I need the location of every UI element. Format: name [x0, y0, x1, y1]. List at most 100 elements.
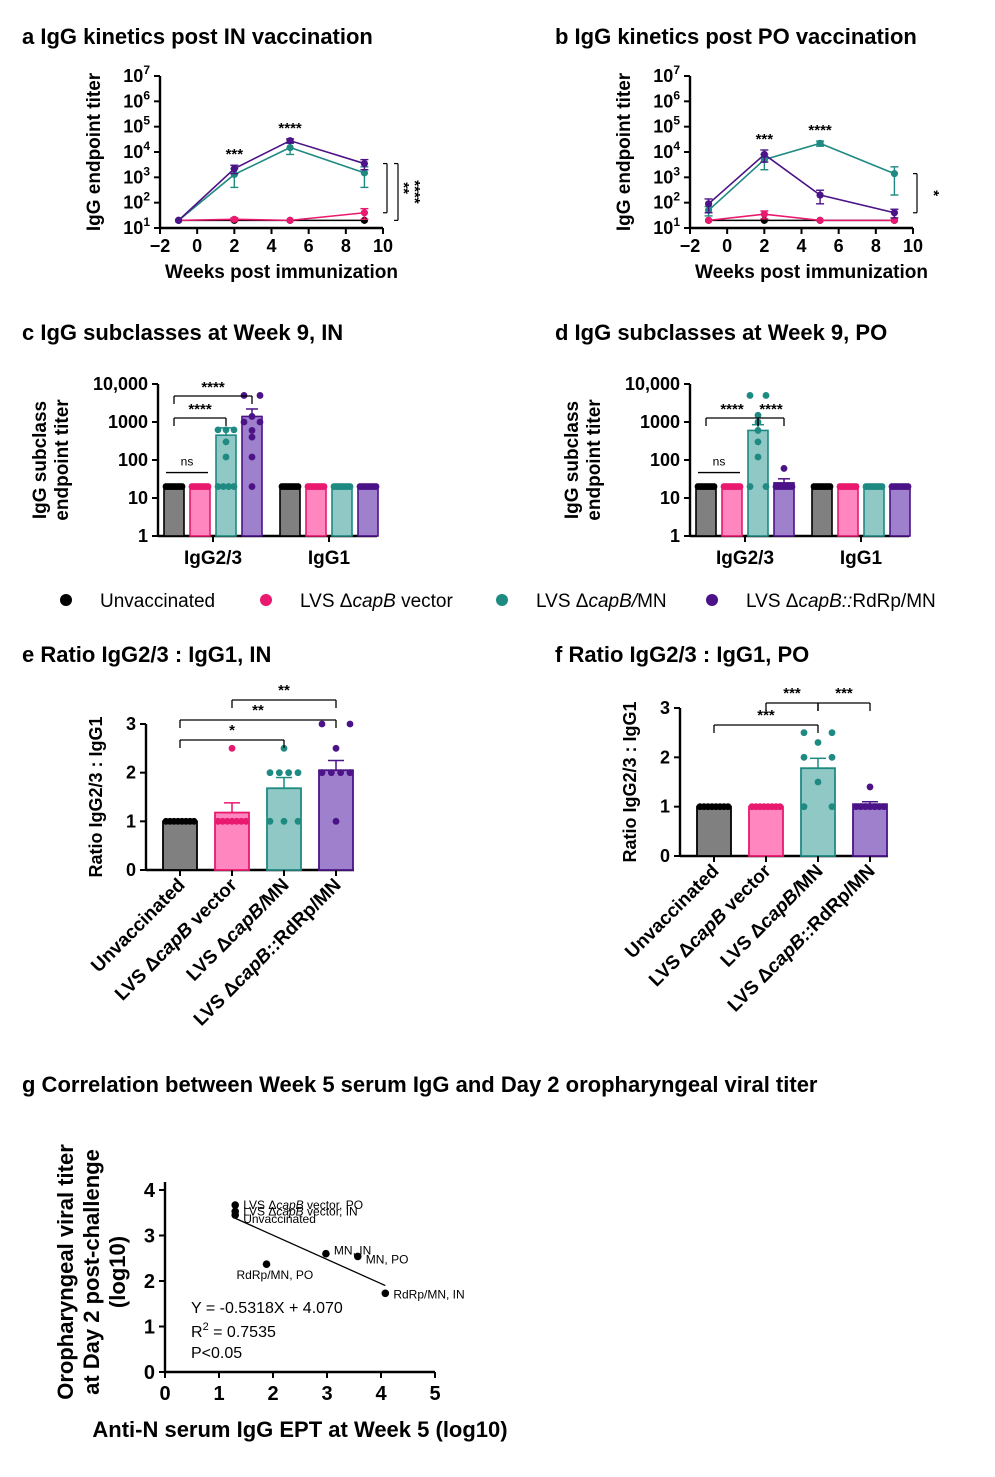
bracket-label: ****: [406, 180, 423, 204]
y-tick-label: 0: [144, 1362, 155, 1384]
point-label-part: MN, PO: [366, 1252, 409, 1266]
y-tick-label: 104: [653, 139, 680, 162]
point-rdrp: [248, 483, 256, 490]
data-point-rdrp: [230, 165, 238, 173]
r-squared-part: = 0.7535: [209, 1324, 276, 1341]
y-tick-base: 10: [123, 193, 143, 213]
y-tick-base: 10: [123, 218, 143, 238]
x-tick-label: 2: [229, 236, 239, 256]
point-vector: [219, 817, 227, 825]
point-rdrp: [318, 720, 326, 728]
bar-mn: [863, 485, 885, 537]
panel-c: c IgG subclasses at Week 9, IN 1 10 100 1000…: [22, 320, 380, 569]
panel-e-title: e Ratio IgG2/3 : IgG1, IN: [22, 642, 271, 667]
x-tick-label: 8: [871, 236, 881, 256]
legend-label-part: LVS Δ: [536, 591, 589, 612]
x-tick-label: 4: [266, 236, 276, 256]
scatter-point: [353, 1252, 362, 1261]
data-point-rdrp: [890, 209, 899, 217]
point-rdrp: [875, 803, 883, 811]
point-rdrp: [327, 769, 335, 777]
point-rdrp: [248, 433, 256, 441]
point-label: RdRp/MN, PO: [237, 1268, 314, 1282]
y-tick-label: 2: [144, 1271, 155, 1293]
scatter-point: [262, 1260, 271, 1268]
panel-f-title: f Ratio IgG2/3 : IgG1, PO: [555, 642, 809, 667]
x-tick-label: 0: [192, 236, 202, 256]
y-tick-base: 10: [653, 91, 673, 111]
point-mn: [800, 729, 808, 737]
point-label-part: Unvaccinated: [243, 1212, 316, 1226]
sig-label: **: [252, 702, 264, 719]
bar-rdrp: [852, 803, 888, 857]
point-rdrp: [904, 483, 912, 490]
point-label: LVS ΔcapB vector, IN: [243, 1204, 358, 1218]
point-rdrp: [866, 783, 874, 791]
y-tick-label: 100: [650, 450, 680, 470]
category-label: IgG2/3: [716, 548, 774, 569]
point-label: RdRp/MN, IN: [393, 1287, 464, 1301]
point-mn: [219, 483, 227, 490]
r-squared-part: R: [191, 1324, 203, 1341]
y-tick-label: 10,000: [625, 374, 680, 394]
legend-label: LVS ΔcapB/MN: [536, 591, 667, 612]
scatter-point: [231, 1211, 239, 1219]
y-tick-label: 2: [126, 763, 136, 783]
point-label-part: capB: [276, 1204, 303, 1218]
point-mn: [230, 483, 238, 490]
category-label: IgG2/3: [184, 548, 242, 569]
y-axis-label: IgG endpoint titer: [614, 72, 635, 231]
series-line-mn: [708, 142, 895, 211]
y-axis-label: Oropharyngeal viral titer: [53, 1144, 78, 1400]
scatter-point: [381, 1289, 390, 1298]
point-mn: [222, 438, 230, 446]
bar-unvaccinated: [279, 485, 301, 537]
y-tick-label: 102: [653, 190, 680, 213]
legend: Unvaccinated LVS ΔcapB vector LVS ΔcapB/MN…: [60, 591, 936, 612]
point-mn: [828, 803, 836, 811]
panel-d: d IgG subclasses at Week 9, PO 1 10 100 1000…: [555, 320, 912, 569]
x-tick-label: −2: [680, 236, 701, 256]
point-rdrp: [857, 803, 865, 811]
x-tick-label: 4: [796, 236, 806, 256]
point-mn: [814, 778, 822, 786]
data-point-rdrp: [760, 150, 768, 159]
x-tick-label: 3: [321, 1383, 332, 1405]
y-tick-label: 104: [123, 139, 150, 162]
category-label: IgG1: [308, 548, 351, 569]
legend-marker-rdrp: [706, 594, 718, 606]
sig-label: *: [229, 722, 235, 739]
point-unvaccinated: [826, 483, 834, 490]
y-tick-base: 10: [653, 167, 673, 187]
x-tick-label: 6: [304, 236, 314, 256]
bar-vector: [721, 485, 743, 537]
point-mn: [280, 817, 288, 825]
significance-label: ****: [278, 120, 302, 137]
y-tick-label: 1000: [640, 412, 680, 432]
bar-rdrp: [773, 482, 795, 537]
sig-label: ***: [783, 685, 801, 702]
legend-marker-vector: [260, 594, 272, 606]
scatter-point: [322, 1249, 330, 1258]
legend-label: LVS ΔcapB vector: [300, 591, 453, 612]
y-tick-base: 10: [123, 117, 143, 137]
y-tick-base: 10: [653, 193, 673, 213]
point-mn: [878, 483, 886, 490]
point-vector: [228, 817, 236, 825]
panel-a-title: a IgG kinetics post IN vaccination: [22, 24, 373, 49]
panel-b-title: b IgG kinetics post PO vaccination: [555, 24, 917, 49]
point-rdrp: [332, 744, 340, 752]
point-vector: [237, 817, 245, 825]
y-tick-label: 1: [126, 811, 136, 831]
y-tick-label: 10: [128, 488, 148, 508]
point-label: LVS ΔcapB vector, PO: [243, 1198, 363, 1212]
data-point-vector: [286, 216, 294, 224]
point-label-part: RdRp/MN, IN: [393, 1287, 464, 1301]
y-tick-label: 107: [653, 63, 680, 86]
legend-label-part: capB::: [798, 591, 852, 612]
sig-label: ****: [720, 401, 744, 418]
data-point-vector: [704, 216, 713, 224]
y-axis-label: endpoint titer: [584, 399, 605, 521]
y-axis-label: at Day 2 post-challenge: [79, 1149, 104, 1395]
panel-f: f Ratio IgG2/3 : IgG1, PO 0 1 2 3 Ratio IgG2/…: [555, 642, 888, 1016]
